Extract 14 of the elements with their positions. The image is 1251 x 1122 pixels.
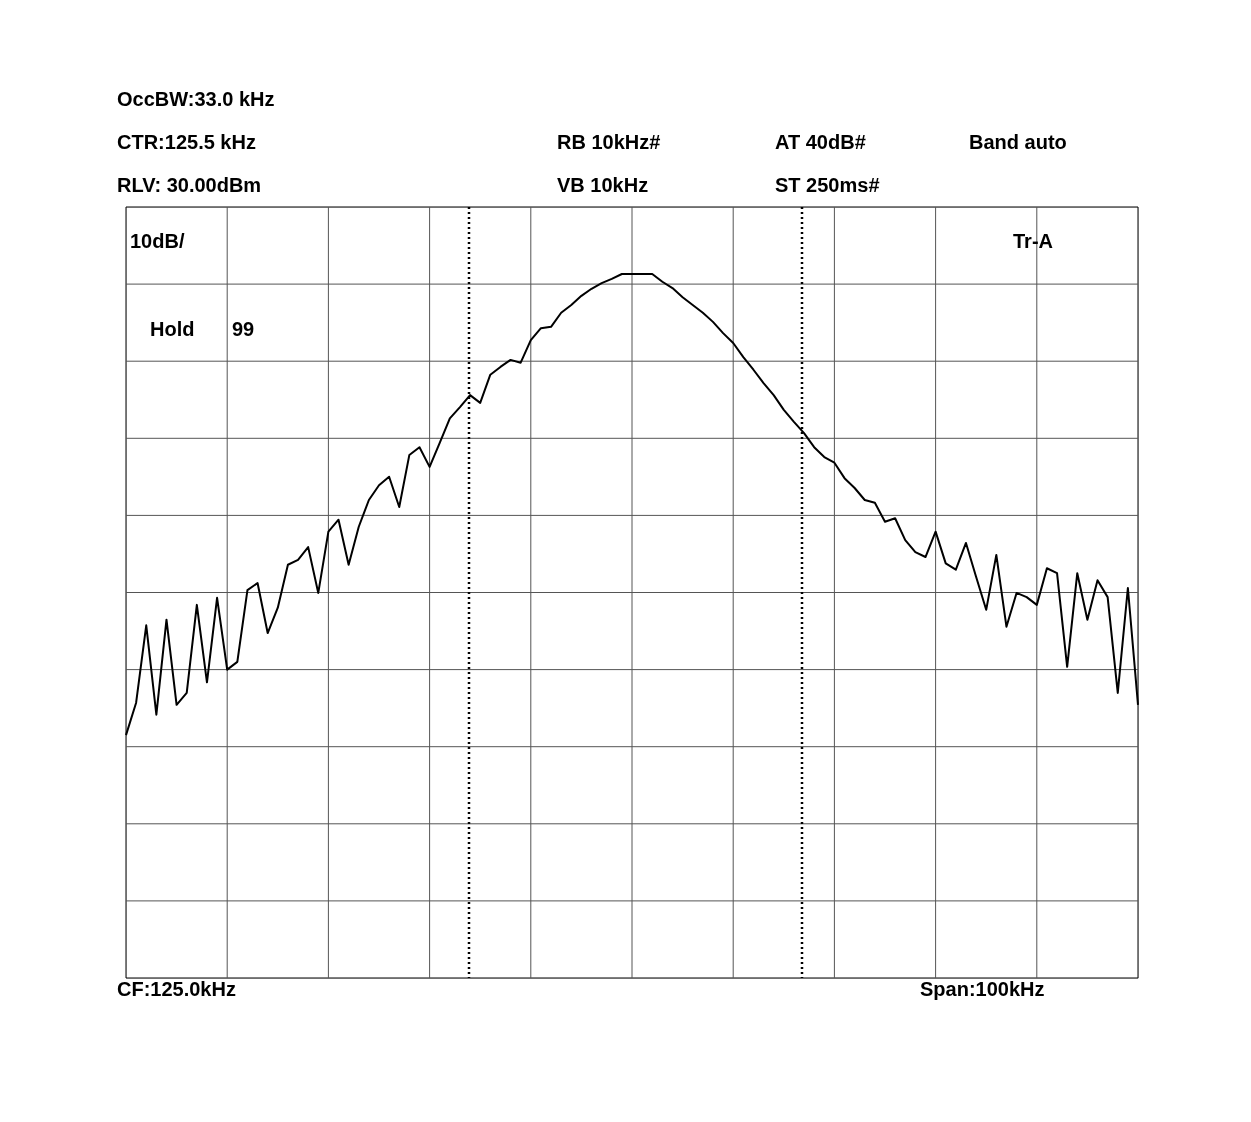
text: AT 40dB# (775, 131, 866, 153)
text: VB 10kHz (557, 174, 649, 196)
text: ST 250ms# (775, 174, 880, 196)
text: CTR:125.5 kHz (117, 131, 256, 153)
text: Span:100kHz (920, 978, 1045, 1000)
text: CF:125.0kHz (117, 978, 236, 1000)
text: OccBW:33.0 kHz (117, 88, 275, 110)
text: RLV: 30.00dBm (117, 174, 262, 196)
annotation: Hold (150, 318, 195, 340)
text: RB 10kHz# (557, 131, 661, 153)
text: 10dB/ (130, 230, 185, 252)
text: Band auto (969, 131, 1067, 153)
annotation: 99 (232, 318, 255, 340)
text: Tr-A (1013, 230, 1053, 252)
